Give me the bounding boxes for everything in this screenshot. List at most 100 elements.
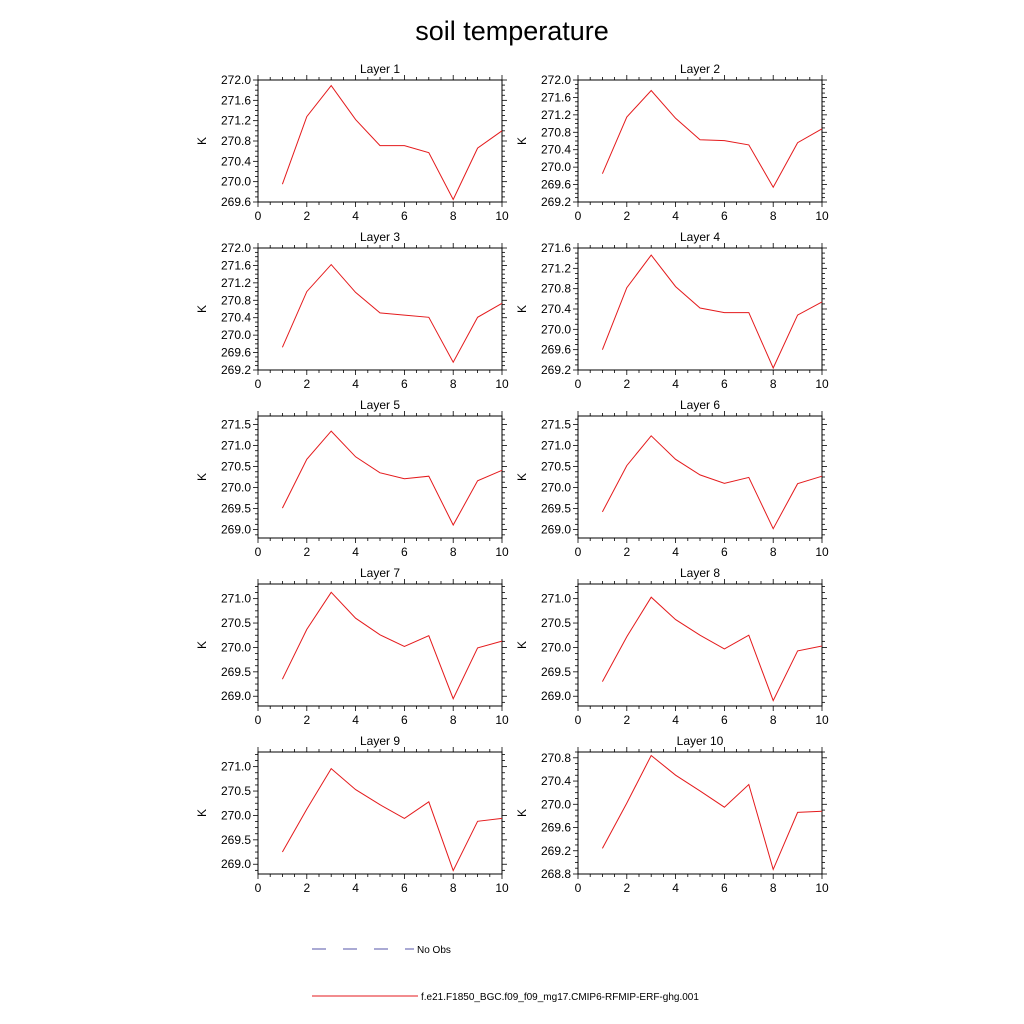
y-axis-label: K xyxy=(195,641,209,649)
x-tick-label: 8 xyxy=(770,545,777,559)
panel-layer-10: Layer 10 0 2 4 6 8 10 268.8 269.2 269.6 270.0 270.4… xyxy=(515,734,829,895)
x-tick-label: 0 xyxy=(575,209,582,223)
panel-title: Layer 3 xyxy=(360,230,400,244)
y-tick-label: 270.8 xyxy=(221,134,251,148)
y-tick-label: 270.5 xyxy=(541,459,571,473)
y-tick-label: 268.8 xyxy=(541,867,571,881)
panel-title: Layer 2 xyxy=(680,62,720,76)
plot-frame xyxy=(257,415,503,539)
y-tick-label: 269.5 xyxy=(221,502,251,516)
y-tick-label: 270.0 xyxy=(541,797,571,811)
plot-frame xyxy=(577,751,823,875)
x-tick-label: 6 xyxy=(721,713,728,727)
figure-title: soil temperature xyxy=(415,16,609,46)
panel-layer-9: Layer 9 0 2 4 6 8 10 269.0 269.5 270.0 270.5 271.0 K xyxy=(195,734,509,895)
x-tick-label: 8 xyxy=(770,377,777,391)
y-tick-label: 271.0 xyxy=(541,438,571,452)
x-tick-label: 6 xyxy=(721,545,728,559)
y-tick-label: 269.2 xyxy=(541,195,571,209)
x-tick-label: 8 xyxy=(450,713,457,727)
y-tick-label: 271.5 xyxy=(541,417,571,431)
panel-layer-3: Layer 3 0 2 4 6 8 10 269.2 269.6 270.0 270.4 270.8 2… xyxy=(195,230,509,391)
x-tick-label: 8 xyxy=(770,881,777,895)
series-line xyxy=(281,430,503,527)
x-tick-label: 10 xyxy=(495,377,509,391)
x-tick-label: 4 xyxy=(352,713,359,727)
panel-layer-7: Layer 7 0 2 4 6 8 10 269.0 269.5 270.0 270.5 271.0 K xyxy=(195,566,509,727)
y-tick-label: 271.2 xyxy=(541,261,571,275)
panel-layer-4: Layer 4 0 2 4 6 8 10 269.2 269.6 270.0 270.4 270.8 2… xyxy=(515,230,829,391)
x-tick-label: 4 xyxy=(672,545,679,559)
y-tick-label: 272.0 xyxy=(541,73,571,87)
y-tick-label: 271.0 xyxy=(541,592,571,606)
y-tick-label: 270.4 xyxy=(541,143,571,157)
y-axis-label: K xyxy=(195,809,209,817)
plot-frame xyxy=(257,583,503,707)
panel-title: Layer 4 xyxy=(680,230,720,244)
x-tick-label: 0 xyxy=(575,377,582,391)
y-tick-label: 271.5 xyxy=(221,417,251,431)
y-tick-label: 269.0 xyxy=(541,523,571,537)
x-tick-label: 10 xyxy=(495,209,509,223)
y-axis-label: K xyxy=(195,305,209,313)
x-tick-label: 8 xyxy=(450,377,457,391)
panel-title: Layer 9 xyxy=(360,734,400,748)
plot-frame xyxy=(257,751,503,875)
y-tick-label: 269.5 xyxy=(541,502,571,516)
y-tick-label: 271.0 xyxy=(221,592,251,606)
x-tick-label: 10 xyxy=(815,713,829,727)
x-tick-label: 0 xyxy=(255,545,262,559)
x-tick-label: 2 xyxy=(623,713,630,727)
y-axis-label: K xyxy=(515,641,529,649)
x-tick-label: 10 xyxy=(815,377,829,391)
y-tick-label: 270.5 xyxy=(221,784,251,798)
y-tick-label: 269.0 xyxy=(221,523,251,537)
panel-layer-5: Layer 5 0 2 4 6 8 10 269.0 269.5 270.0 270.5 271.0 2… xyxy=(195,398,509,559)
series-line xyxy=(281,263,503,364)
y-tick-label: 270.0 xyxy=(221,808,251,822)
x-tick-label: 2 xyxy=(303,209,310,223)
x-tick-label: 2 xyxy=(623,209,630,223)
y-tick-label: 269.0 xyxy=(541,689,571,703)
y-tick-label: 270.0 xyxy=(541,160,571,174)
y-tick-label: 272.0 xyxy=(221,73,251,87)
x-tick-label: 6 xyxy=(721,881,728,895)
y-tick-label: 270.8 xyxy=(541,751,571,765)
x-tick-label: 10 xyxy=(495,713,509,727)
plot-frame xyxy=(257,247,503,371)
x-tick-label: 4 xyxy=(672,713,679,727)
y-tick-label: 269.5 xyxy=(541,665,571,679)
legend: No Obs f.e21.F1850_BGC.f09_f09_mg17.CMIP… xyxy=(312,945,699,1003)
plot-frame xyxy=(577,79,823,203)
x-tick-label: 0 xyxy=(255,209,262,223)
x-tick-label: 4 xyxy=(352,377,359,391)
y-axis-label: K xyxy=(515,137,529,145)
x-tick-label: 2 xyxy=(623,881,630,895)
y-tick-label: 272.0 xyxy=(221,241,251,255)
y-tick-label: 270.8 xyxy=(541,125,571,139)
y-axis-label: K xyxy=(515,305,529,313)
y-tick-label: 270.0 xyxy=(221,481,251,495)
y-tick-label: 271.6 xyxy=(221,258,251,272)
x-tick-label: 8 xyxy=(770,713,777,727)
y-tick-label: 271.6 xyxy=(541,90,571,104)
legend-model-label: f.e21.F1850_BGC.f09_f09_mg17.CMIP6-RFMIP… xyxy=(421,992,699,1003)
x-tick-label: 10 xyxy=(815,545,829,559)
series-line xyxy=(281,591,503,700)
y-axis-label: K xyxy=(515,473,529,481)
y-tick-label: 269.0 xyxy=(221,857,251,871)
x-tick-label: 4 xyxy=(672,881,679,895)
y-tick-label: 269.6 xyxy=(541,343,571,357)
x-tick-label: 8 xyxy=(450,881,457,895)
y-tick-label: 271.2 xyxy=(221,276,251,290)
y-tick-label: 269.5 xyxy=(221,833,251,847)
y-tick-label: 270.0 xyxy=(541,640,571,654)
x-tick-label: 2 xyxy=(623,377,630,391)
y-tick-label: 271.0 xyxy=(221,760,251,774)
y-tick-label: 271.6 xyxy=(541,241,571,255)
legend-obs-label: No Obs xyxy=(417,945,451,956)
plot-frame xyxy=(577,415,823,539)
panel-layer-8: Layer 8 0 2 4 6 8 10 269.0 269.5 270.0 270.5 271.0 K xyxy=(515,566,829,727)
plot-frame xyxy=(577,247,823,371)
series-line xyxy=(601,754,823,871)
